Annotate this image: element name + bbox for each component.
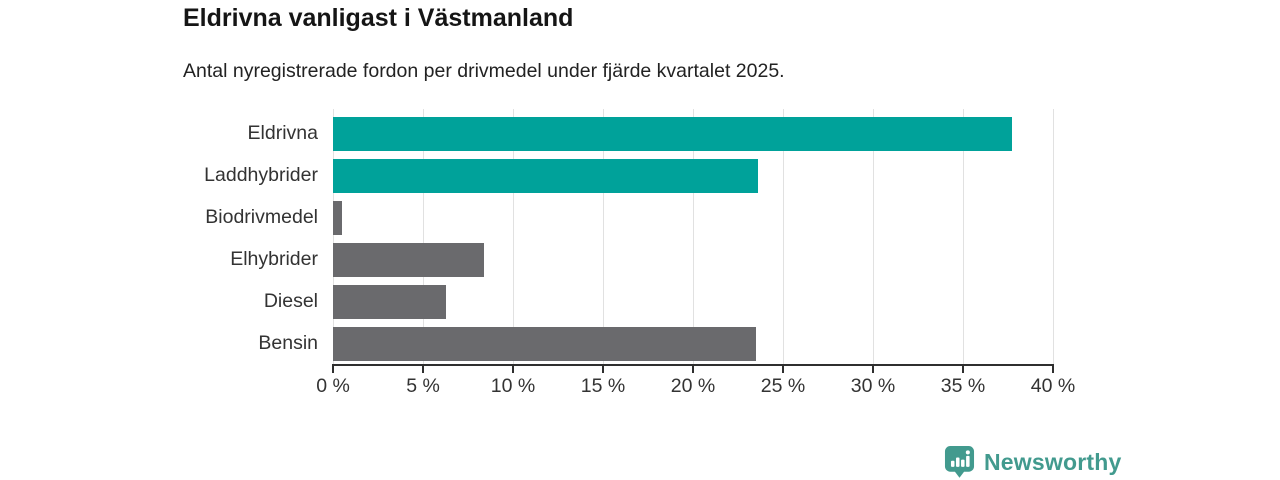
x-tick <box>602 364 604 373</box>
y-axis-labels: Eldrivna Laddhybrider Biodrivmedel Elhybrid… <box>0 112 318 364</box>
newsworthy-logo: Newsworthy <box>944 445 1121 479</box>
x-tick <box>782 364 784 373</box>
chart-subtitle: Antal nyregistrerade fordon per drivmede… <box>183 60 785 82</box>
y-axis-label: Bensin <box>258 331 318 354</box>
x-tick <box>872 364 874 373</box>
gridline <box>1053 109 1054 364</box>
x-tick <box>1052 364 1054 373</box>
bar <box>333 243 485 277</box>
x-tick-label: 10 % <box>490 375 536 397</box>
plot-area: 0 % 5 % 10 % 15 % 20 % 25 % 30 % 35 % 40 % <box>316 109 1075 397</box>
gridline <box>423 109 424 364</box>
newsworthy-logo-text: Newsworthy <box>984 448 1122 475</box>
x-tick <box>962 364 964 373</box>
x-tick-label: 35 % <box>940 375 986 397</box>
gridline <box>693 109 694 364</box>
gridline <box>963 109 964 364</box>
x-tick-label: 40 % <box>1030 375 1076 397</box>
chart-title: Eldrivna vanligast i Västmanland <box>183 4 574 32</box>
y-axis-label: Laddhybrider <box>204 163 318 186</box>
x-tick <box>512 364 514 373</box>
x-tick-label: 5 % <box>406 375 440 397</box>
y-axis-label: Elhybrider <box>230 247 318 270</box>
x-tick-label: 25 % <box>760 375 806 397</box>
bar <box>333 327 756 361</box>
gridline <box>873 109 874 364</box>
y-axis-label: Eldrivna <box>247 121 318 144</box>
bar-chart-pin-icon <box>944 446 975 478</box>
bar <box>333 117 1012 151</box>
gridline <box>783 109 784 364</box>
y-axis-label: Biodrivmedel <box>205 205 318 228</box>
x-tick <box>422 364 424 373</box>
y-axis-label: Diesel <box>263 289 318 312</box>
gridline <box>333 109 334 364</box>
bar <box>333 201 342 235</box>
bar <box>333 159 758 193</box>
gridline <box>603 109 604 364</box>
x-tick-label: 30 % <box>850 375 896 397</box>
x-tick-label: 15 % <box>580 375 626 397</box>
bar <box>333 285 447 319</box>
x-tick-label: 0 % <box>316 375 350 397</box>
gridline <box>513 109 514 364</box>
x-tick <box>332 364 334 373</box>
x-tick <box>692 364 694 373</box>
x-tick-label: 20 % <box>670 375 716 397</box>
